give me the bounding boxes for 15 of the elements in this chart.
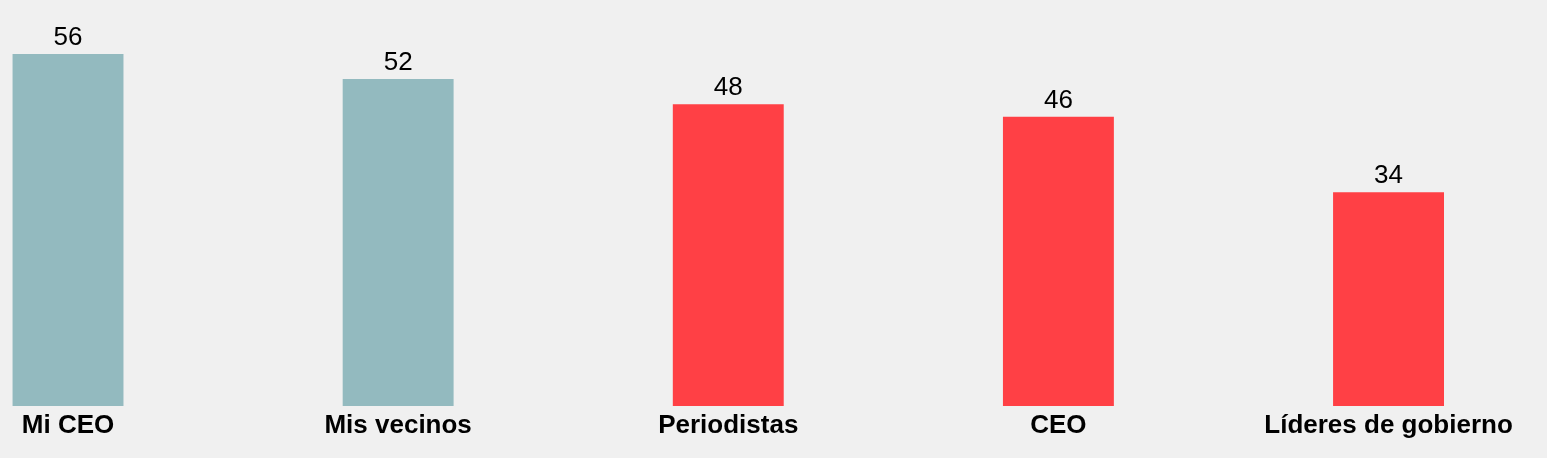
data-label: 48 — [713, 71, 743, 102]
x-tick-label: CEO — [1030, 409, 1087, 439]
x-tick-label: Mis vecinos — [324, 409, 472, 439]
data-label: 52 — [383, 46, 413, 77]
x-tick-label: Periodistas — [658, 409, 799, 439]
bar — [1333, 192, 1444, 406]
x-tick-label: Mi CEO — [21, 409, 115, 439]
bar — [12, 53, 124, 406]
bar — [672, 104, 784, 406]
data-label: 34 — [1374, 159, 1403, 190]
bar — [1002, 116, 1114, 406]
data-label: 56 — [53, 20, 83, 51]
x-tick-label: Líderes de gobierno — [1264, 409, 1513, 439]
data-label: 46 — [1043, 83, 1073, 114]
bar — [342, 79, 454, 406]
